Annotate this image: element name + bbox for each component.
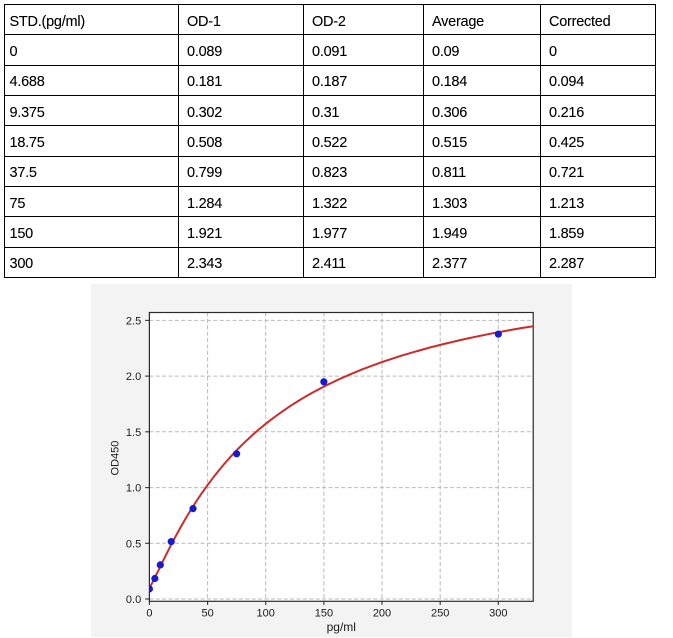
svg-text:50: 50 [201, 608, 213, 620]
svg-text:250: 250 [431, 608, 449, 620]
svg-text:0.5: 0.5 [126, 538, 141, 550]
svg-text:200: 200 [373, 608, 391, 620]
svg-text:pg/ml: pg/ml [327, 620, 356, 634]
svg-text:0.0: 0.0 [126, 594, 141, 606]
svg-text:150: 150 [315, 608, 333, 620]
svg-text:100: 100 [257, 608, 275, 620]
svg-text:0: 0 [146, 608, 152, 620]
svg-text:2.5: 2.5 [126, 316, 141, 328]
svg-text:1.0: 1.0 [126, 483, 141, 495]
svg-text:OD450: OD450 [110, 441, 122, 476]
svg-text:300: 300 [489, 608, 507, 620]
svg-text:1.5: 1.5 [126, 427, 141, 439]
svg-text:2.0: 2.0 [126, 371, 141, 383]
